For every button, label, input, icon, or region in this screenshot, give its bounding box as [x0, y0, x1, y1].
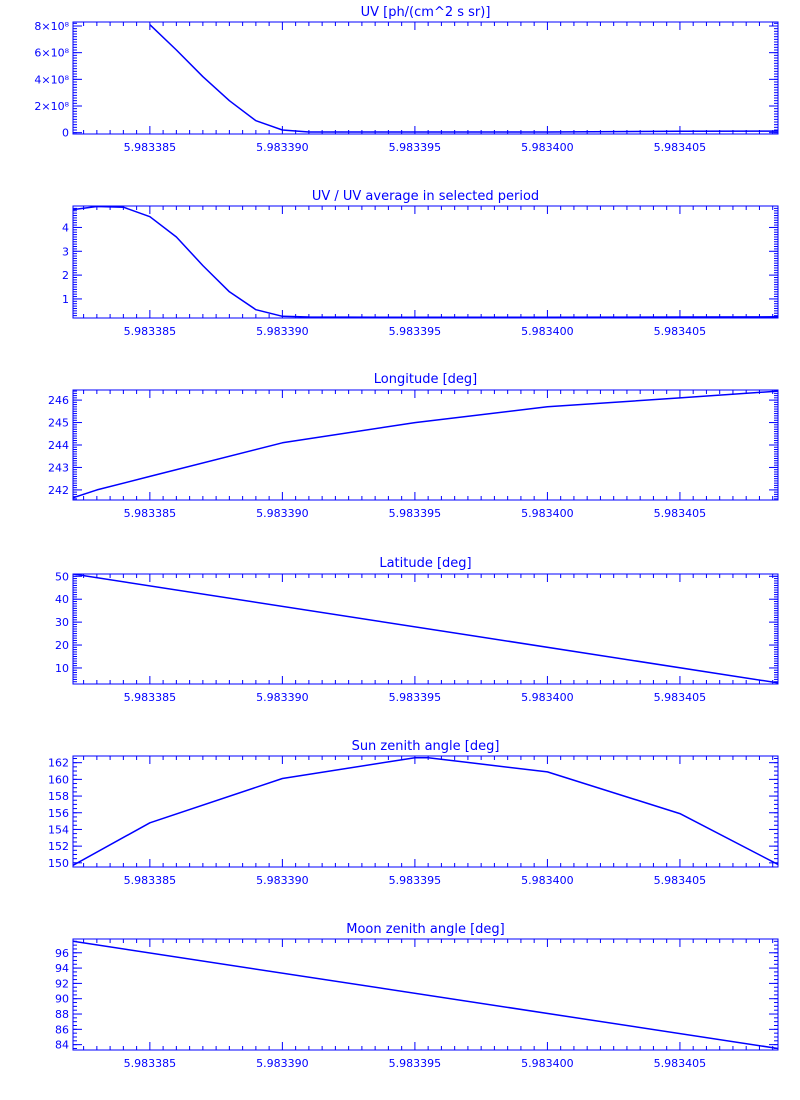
x-tick-label: 5.983405: [654, 1057, 707, 1070]
y-tick-label: 4×10⁸: [34, 73, 69, 86]
series-line: [73, 206, 778, 318]
x-tick-label: 5.983390: [256, 507, 309, 520]
y-tick-label: 10: [55, 662, 69, 675]
chart-panel-5: Sun zenith angle [deg] 5.983385 5.983390 5.…: [48, 739, 779, 887]
y-tick-label: 154: [48, 823, 69, 836]
x-tick-label: 5.983400: [521, 1057, 574, 1070]
y-tick-label: 92: [55, 977, 69, 990]
x-tick-label: 5.983405: [654, 325, 707, 338]
plot-frame: [72, 755, 779, 868]
x-tick-label: 5.983390: [256, 141, 309, 154]
x-tick-label: 5.983400: [521, 507, 574, 520]
chart-panel-6: Moon zenith angle [deg] 5.983385 5.983390 5…: [55, 922, 779, 1070]
y-tick-label: 156: [48, 807, 69, 820]
y-tick-label: 40: [55, 593, 69, 606]
series-line: [149, 24, 778, 133]
x-tick-label: 5.983385: [124, 1057, 177, 1070]
x-tick-label: 5.983405: [654, 141, 707, 154]
chart-panel-1: UV [ph/(cm^2 s sr)] 5.983385 5.983390 5.983…: [34, 5, 779, 154]
x-tick-label: 5.983405: [654, 691, 707, 704]
x-tick-label: 5.983385: [124, 141, 177, 154]
panel-title: UV / UV average in selected period: [312, 189, 539, 204]
panel-title: Sun zenith angle [deg]: [352, 739, 500, 754]
panel-title: Longitude [deg]: [374, 372, 477, 387]
y-tick-label: 20: [55, 639, 69, 652]
y-tick-label: 245: [48, 417, 69, 430]
y-tick-label: 150: [48, 857, 69, 870]
y-tick-label: 2: [62, 269, 69, 282]
y-tick-label: 244: [48, 439, 69, 452]
x-tick-label: 5.983400: [521, 141, 574, 154]
y-tick-label: 246: [48, 394, 69, 407]
y-tick-label: 3: [62, 245, 69, 258]
y-tick-label: 96: [55, 947, 69, 960]
y-tick-label: 160: [48, 773, 69, 786]
y-tick-label: 6×10⁸: [34, 47, 69, 60]
x-tick-label: 5.983385: [124, 507, 177, 520]
x-tick-label: 5.983405: [654, 507, 707, 520]
x-tick-label: 5.983405: [654, 874, 707, 887]
y-tick-label: 242: [48, 484, 69, 497]
x-tick-label: 5.983395: [389, 691, 442, 704]
panel-title: Moon zenith angle [deg]: [346, 922, 504, 937]
panel-title: UV [ph/(cm^2 s sr)]: [361, 5, 491, 20]
series-line: [73, 574, 778, 684]
series-line: [73, 390, 778, 499]
y-tick-label: 94: [55, 962, 69, 975]
y-tick-label: 1: [62, 293, 69, 306]
y-tick-label: 162: [48, 757, 69, 770]
series-line: [73, 756, 778, 866]
y-tick-label: 30: [55, 616, 69, 629]
x-tick-label: 5.983390: [256, 325, 309, 338]
x-tick-label: 5.983400: [521, 691, 574, 704]
x-tick-label: 5.983395: [389, 507, 442, 520]
y-tick-label: 2×10⁸: [34, 100, 69, 113]
x-tick-label: 5.983385: [124, 874, 177, 887]
x-tick-label: 5.983390: [256, 691, 309, 704]
y-tick-label: 50: [55, 570, 69, 583]
x-tick-label: 5.983395: [389, 325, 442, 338]
chart-panel-3: Longitude [deg] 5.983385 5.983390 5.983395 5…: [48, 372, 779, 520]
y-tick-label: 86: [55, 1023, 69, 1036]
series-line: [73, 940, 778, 1050]
x-tick-label: 5.983395: [389, 874, 442, 887]
y-tick-label: 84: [55, 1039, 69, 1052]
y-tick-label: 158: [48, 790, 69, 803]
y-tick-label: 88: [55, 1008, 69, 1021]
x-tick-label: 5.983385: [124, 325, 177, 338]
y-tick-label: 0: [62, 127, 69, 140]
x-tick-label: 5.983395: [389, 141, 442, 154]
x-tick-label: 5.983385: [124, 691, 177, 704]
x-tick-label: 5.983390: [256, 1057, 309, 1070]
y-tick-label: 243: [48, 461, 69, 474]
x-tick-label: 5.983400: [521, 874, 574, 887]
x-tick-label: 5.983400: [521, 325, 574, 338]
x-tick-label: 5.983395: [389, 1057, 442, 1070]
y-tick-label: 90: [55, 993, 69, 1006]
plot-frame: [72, 389, 779, 501]
plot-frame: [72, 21, 779, 135]
y-tick-label: 8×10⁸: [34, 20, 69, 33]
chart-panel-4: Latitude [deg] 5.983385 5.983390 5.983395 5.…: [55, 556, 779, 704]
x-tick-label: 5.983390: [256, 874, 309, 887]
panel-title: Latitude [deg]: [379, 556, 471, 571]
plot-frame: [72, 205, 779, 319]
chart-panel-2: UV / UV average in selected period 5.9833…: [62, 189, 779, 338]
y-tick-label: 4: [62, 221, 69, 234]
y-tick-label: 152: [48, 840, 69, 853]
